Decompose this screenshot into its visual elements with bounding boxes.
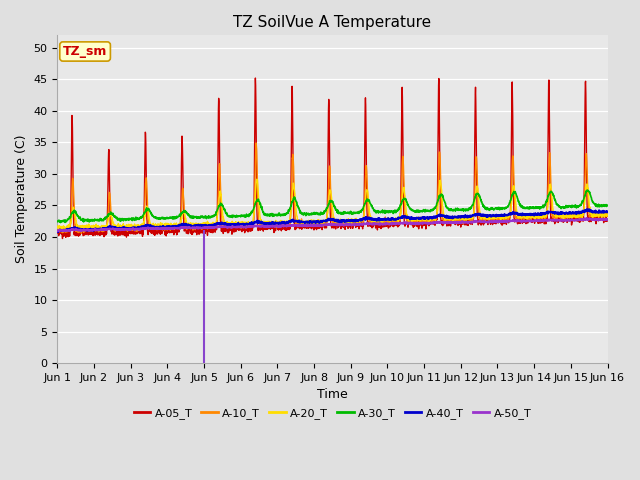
A-05_T — [252, 75, 259, 81]
A-30_T — [360, 202, 368, 207]
A-05_T — [361, 148, 369, 154]
A-40_T — [54, 228, 61, 234]
A-50_T — [570, 217, 578, 223]
Text: TZ_sm: TZ_sm — [63, 45, 108, 58]
A-40_T — [493, 212, 500, 217]
A-05_T — [349, 226, 356, 231]
A-50_T — [580, 216, 588, 221]
A-20_T — [556, 211, 563, 217]
A-20_T — [571, 214, 579, 219]
A-20_T — [493, 213, 500, 219]
A-50_T — [54, 228, 61, 234]
A-40_T — [54, 229, 61, 235]
A-30_T — [207, 214, 215, 219]
A-30_T — [56, 220, 64, 226]
Line: A-30_T: A-30_T — [58, 190, 607, 223]
A-10_T — [207, 222, 215, 228]
A-30_T — [556, 204, 563, 209]
A-10_T — [54, 229, 61, 235]
A-05_T — [59, 236, 67, 241]
X-axis label: Time: Time — [317, 388, 348, 401]
A-05_T — [604, 218, 611, 224]
Line: A-05_T: A-05_T — [58, 78, 607, 239]
A-30_T — [54, 218, 61, 224]
Legend: A-05_T, A-10_T, A-20_T, A-30_T, A-40_T, A-50_T: A-05_T, A-10_T, A-20_T, A-30_T, A-40_T, … — [129, 403, 536, 423]
A-50_T — [604, 216, 611, 222]
A-10_T — [556, 214, 563, 219]
A-50_T — [348, 222, 356, 228]
A-10_T — [493, 217, 500, 223]
A-10_T — [252, 140, 260, 146]
A-30_T — [570, 203, 578, 208]
A-05_T — [493, 220, 500, 226]
A-05_T — [54, 228, 61, 233]
A-40_T — [556, 211, 563, 216]
Line: A-20_T: A-20_T — [58, 179, 607, 230]
A-40_T — [360, 216, 368, 222]
A-30_T — [349, 211, 356, 216]
A-30_T — [584, 187, 591, 193]
A-50_T — [360, 221, 368, 227]
A-20_T — [253, 176, 260, 182]
A-10_T — [361, 199, 369, 204]
A-20_T — [361, 205, 369, 211]
Line: A-10_T: A-10_T — [58, 143, 607, 233]
A-50_T — [207, 225, 214, 231]
A-10_T — [77, 230, 85, 236]
Y-axis label: Soil Temperature (C): Soil Temperature (C) — [15, 135, 28, 264]
Line: A-40_T: A-40_T — [58, 209, 607, 232]
A-10_T — [349, 219, 356, 225]
A-10_T — [604, 212, 611, 218]
A-40_T — [349, 218, 356, 224]
A-40_T — [604, 209, 611, 215]
A-10_T — [571, 214, 579, 220]
A-40_T — [570, 210, 578, 216]
Line: A-50_T: A-50_T — [58, 218, 607, 231]
A-40_T — [586, 206, 593, 212]
A-05_T — [556, 214, 563, 220]
A-50_T — [492, 219, 500, 225]
A-40_T — [207, 224, 215, 229]
A-20_T — [207, 221, 215, 227]
A-30_T — [604, 202, 611, 208]
A-20_T — [54, 224, 61, 230]
A-50_T — [555, 217, 563, 223]
A-20_T — [604, 211, 611, 216]
A-20_T — [58, 228, 65, 233]
A-05_T — [207, 226, 215, 232]
Title: TZ SoilVue A Temperature: TZ SoilVue A Temperature — [234, 15, 431, 30]
A-20_T — [349, 218, 356, 224]
A-30_T — [493, 206, 500, 212]
A-05_T — [571, 215, 579, 220]
